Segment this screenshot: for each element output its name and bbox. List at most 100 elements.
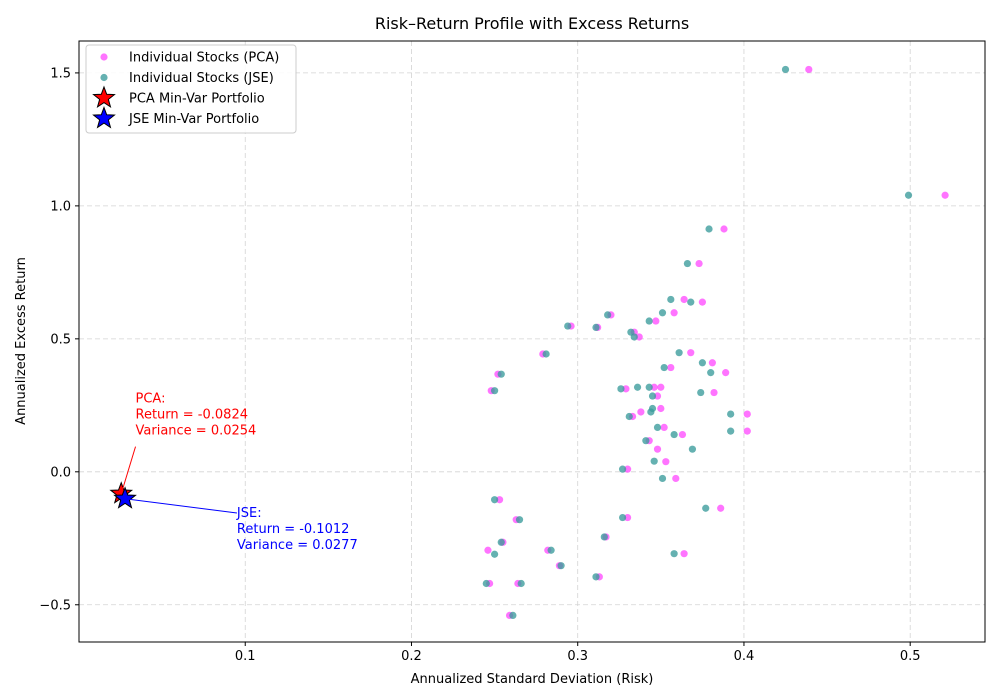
jse-stock-point <box>491 387 499 395</box>
jse-stock-point <box>642 437 650 445</box>
jse-stock-point <box>687 298 695 306</box>
pca-stock-point <box>670 309 678 317</box>
jse-stock-point <box>619 513 627 522</box>
grid <box>79 41 985 642</box>
legend-star-marker <box>92 85 116 109</box>
jse-annotation-line: Return = -0.1012 <box>237 522 349 537</box>
x-tick-label: 0.4 <box>734 649 755 664</box>
pca-stock-point <box>678 430 687 439</box>
jse-stock-point <box>648 404 657 413</box>
pca-stock-point <box>743 427 751 435</box>
pca-stock-point <box>698 298 706 306</box>
pca-annotation-arrow <box>120 446 136 494</box>
x-axis-label: Annualized Standard Deviation (Risk) <box>411 672 654 687</box>
jse-stock-point <box>667 295 675 304</box>
pca-stock-point <box>680 295 688 304</box>
jse-stock-point <box>683 259 692 268</box>
y-tick-label: 1.5 <box>50 66 71 81</box>
jse-stock-point <box>491 550 499 558</box>
legend-label: JSE Min-Var Portfolio <box>128 112 259 127</box>
legend-label: Individual Stocks (JSE) <box>129 71 274 86</box>
y-tick-label: −0.5 <box>39 598 71 613</box>
pca-stock-point <box>667 363 675 372</box>
jse-stock-point <box>617 385 625 393</box>
jse-stock-point <box>688 445 697 453</box>
pca-stock-point <box>805 65 813 74</box>
jse-stock-point <box>727 427 735 435</box>
chart-title: Risk–Return Profile with Excess Returns <box>375 14 689 33</box>
pca-stock-point <box>710 388 718 397</box>
pca-stock-point <box>660 423 668 431</box>
x-tick-label: 0.1 <box>235 649 256 664</box>
jse-stock-point <box>625 412 633 421</box>
jse-stock-point <box>482 579 490 588</box>
pca-stock-point <box>687 349 695 357</box>
jse-stock-point <box>670 430 678 439</box>
pca-stock-point <box>717 504 725 512</box>
pca-annotation-text: PCA: Return = -0.0824 Variance = 0.0254 <box>136 392 257 439</box>
pca-stock-point <box>662 458 670 466</box>
legend-dot-marker <box>100 53 108 61</box>
jse-stock-point <box>600 533 608 541</box>
jse-stock-point <box>707 369 715 377</box>
jse-stock-point <box>627 328 635 336</box>
pca-stock-point <box>708 359 716 367</box>
x-tick-label: 0.2 <box>401 649 422 664</box>
legend-dot-marker <box>100 73 108 82</box>
legend-box <box>85 44 297 134</box>
jse-stock-point <box>650 457 658 465</box>
jse-minvar-star <box>113 486 137 509</box>
pca-annotation-line: Return = -0.0824 <box>136 408 248 423</box>
legend-star-marker <box>92 106 116 129</box>
jse-stock-point <box>592 573 600 581</box>
jse-stock-point <box>653 423 662 431</box>
jse-stock-point <box>705 225 713 233</box>
jse-stock-point <box>491 496 499 504</box>
jse-stock-point <box>633 383 642 391</box>
jse-annotation-arrow <box>124 498 237 514</box>
jse-stock-point <box>509 611 517 620</box>
jse-stock-point <box>645 383 653 391</box>
jse-stock-point <box>658 474 667 483</box>
pca-stock-point <box>743 410 751 418</box>
jse-stock-point <box>904 191 913 199</box>
y-tick-label: 0.5 <box>50 332 71 347</box>
jse-stock-point <box>781 65 790 74</box>
pca-stock-point <box>653 392 662 400</box>
jse-stock-point <box>619 465 627 473</box>
pca-stock-point <box>672 474 680 483</box>
y-tick-label: 0.0 <box>50 465 71 480</box>
pca-annotation-line: PCA: <box>136 392 166 407</box>
legend-label: Individual Stocks (PCA) <box>129 51 279 66</box>
y-tick-label: 1.0 <box>50 199 71 214</box>
pca-stock-point <box>657 383 665 391</box>
annotations: PCA: Return = -0.0824 Variance = 0.0254 JSE… <box>120 392 358 553</box>
pca-stock-point <box>695 259 703 268</box>
pca-stock-point <box>635 333 643 341</box>
jse-stock-point <box>497 370 505 378</box>
jse-stock-point <box>517 579 525 588</box>
jse-stock-point <box>564 322 572 330</box>
pca-stock-point <box>722 369 730 377</box>
jse-stock-point <box>648 392 657 400</box>
jse-stock-point <box>727 410 735 418</box>
axes: 0.1 0.2 0.3 0.4 0.5 −0.5 0.0 0.5 1.0 1.5 <box>39 66 920 664</box>
pca-stock-point <box>623 465 632 473</box>
pca-stock-point <box>653 445 662 453</box>
jse-stock-point <box>515 516 524 524</box>
jse-stock-point <box>497 538 505 546</box>
jse-stock-point <box>698 359 706 367</box>
jse-stock-point <box>557 562 565 570</box>
pca-stock-point <box>622 385 630 393</box>
legend: Individual Stocks (PCA) Individual Stocks… <box>85 44 297 134</box>
jse-stock-point <box>697 388 705 397</box>
x-tick-label: 0.3 <box>567 649 588 664</box>
pca-stock-point <box>484 546 492 554</box>
jse-stock-point <box>592 323 600 332</box>
jse-stock-point <box>604 311 612 319</box>
pca-stock-point <box>623 513 632 522</box>
pca-annotation-line: Variance = 0.0254 <box>136 424 257 439</box>
jse-stock-point <box>547 546 555 554</box>
pca-stock-point <box>657 404 665 413</box>
